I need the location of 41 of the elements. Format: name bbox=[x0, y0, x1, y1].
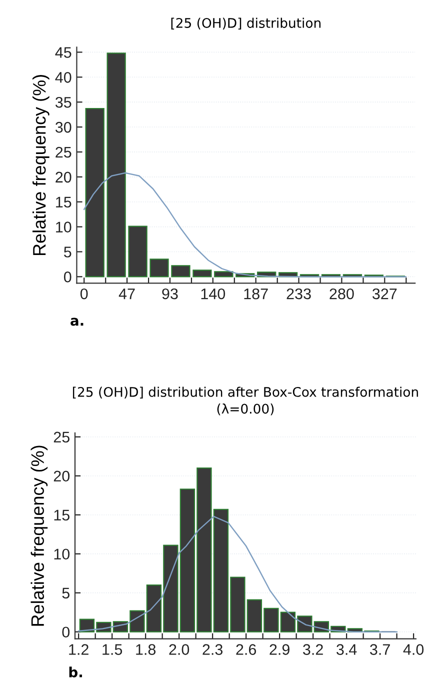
x-tick-label: 2.3 bbox=[202, 644, 223, 655]
y-tick-label: 25 bbox=[54, 432, 70, 443]
y-tick-label: 0 bbox=[64, 272, 72, 282]
x-tick-label: 1.8 bbox=[136, 644, 156, 655]
y-tick-label: 5 bbox=[62, 588, 70, 599]
y-tick-label: 0 bbox=[62, 626, 70, 638]
y-axis-title: Relative frequency (%) bbox=[32, 74, 50, 256]
y-tick-label: 10 bbox=[56, 222, 72, 232]
x-tick-label: 327 bbox=[372, 288, 397, 300]
x-tick-label: 0 bbox=[80, 288, 88, 300]
y-tick-label: 25 bbox=[56, 146, 72, 158]
x-tick-label: 3.4 bbox=[336, 644, 357, 655]
y-tick-label: 10 bbox=[54, 548, 70, 560]
text: b. bbox=[69, 666, 82, 678]
x-tick-label: 187 bbox=[244, 288, 268, 300]
y-tick-label: 35 bbox=[55, 96, 72, 108]
y-tick-label: 20 bbox=[56, 172, 72, 183]
x-tick-label: 2.9 bbox=[270, 644, 290, 655]
y-tick-label: 30 bbox=[55, 122, 72, 133]
x-tick-label: 1.2 bbox=[69, 644, 88, 655]
x-tick-label: 3.2 bbox=[303, 644, 323, 655]
y-tick-label: 5 bbox=[64, 246, 72, 258]
chart-title: [25 (OH)D] distribution after Box-Cox transformation (λ=0.00) bbox=[72, 386, 418, 416]
x-tick-label: 233 bbox=[286, 288, 311, 300]
x-tick-label: 140 bbox=[201, 288, 226, 300]
y-tick-label: 15 bbox=[56, 196, 72, 208]
x-tick-label: 2.0 bbox=[169, 644, 190, 655]
x-tick-label: 3.7 bbox=[370, 644, 390, 655]
x-tick-label: 280 bbox=[330, 288, 354, 300]
x-tick-label: 93 bbox=[162, 288, 178, 300]
y-tick-label: 15 bbox=[54, 510, 70, 521]
y-tick-label: 20 bbox=[54, 470, 70, 482]
x-tick-label: 2.6 bbox=[236, 644, 256, 655]
x-tick-label: 47 bbox=[118, 288, 135, 300]
y-axis-title: Relative frequency (%) bbox=[30, 446, 48, 626]
y-tick-label: 45 bbox=[55, 47, 72, 58]
chart-title: [25 (OH)D] distribution bbox=[171, 18, 320, 30]
text: a. bbox=[70, 318, 84, 326]
x-tick-label: 4.0 bbox=[403, 644, 424, 655]
x-tick-label: 1.5 bbox=[102, 644, 122, 655]
y-tick-label: 40 bbox=[55, 72, 72, 83]
